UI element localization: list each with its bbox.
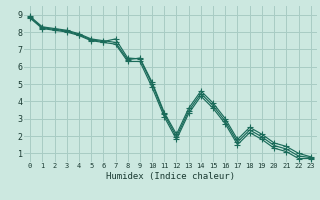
X-axis label: Humidex (Indice chaleur): Humidex (Indice chaleur) (106, 172, 235, 181)
